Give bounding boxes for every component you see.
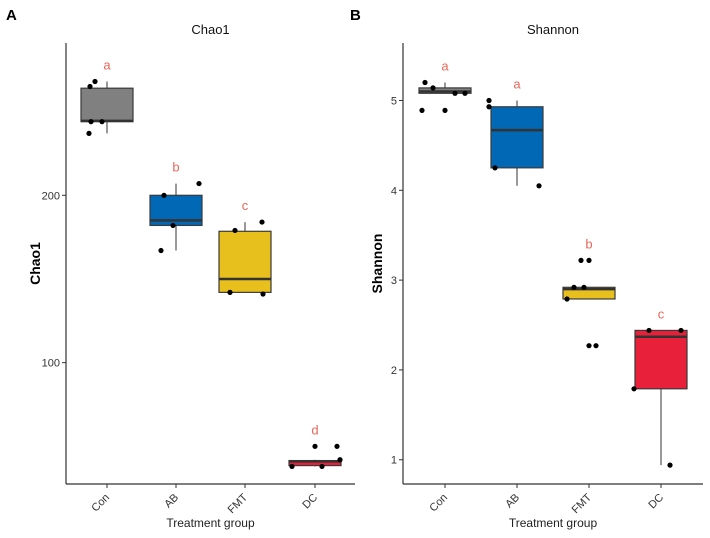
data-point: [337, 457, 343, 463]
y-tick-label: 1: [391, 455, 397, 467]
data-point: [586, 257, 592, 263]
significance-letter: a: [513, 76, 521, 91]
data-point: [87, 83, 93, 90]
x-tick-label: FMT: [570, 491, 595, 516]
data-point: [419, 107, 425, 113]
data-point: [227, 289, 233, 295]
significance-letter: c: [242, 198, 249, 213]
x-tick-label: DC: [300, 492, 320, 512]
data-point: [99, 119, 105, 125]
data-point: [312, 443, 318, 449]
data-point: [593, 343, 599, 349]
significance-letter: b: [585, 236, 592, 251]
data-point: [430, 85, 436, 91]
y-tick-label: 4: [391, 185, 397, 197]
chart-title: Shannon: [527, 22, 579, 37]
x-tick-label: Con: [427, 492, 450, 515]
panel-tag: B: [350, 7, 361, 24]
data-point: [161, 192, 167, 198]
box-dc: [634, 329, 688, 390]
y-tick-label: 3: [391, 275, 397, 287]
box-con: [80, 87, 134, 123]
significance-letter: b: [172, 160, 179, 175]
chart-title: Chao1: [191, 22, 229, 37]
data-point: [667, 462, 673, 468]
y-tick-label: 5: [391, 95, 397, 107]
data-point: [486, 104, 492, 110]
data-point: [678, 327, 684, 334]
panel-tag: A: [6, 7, 17, 24]
data-point: [631, 386, 637, 392]
data-point: [578, 257, 584, 263]
x-tick-label: AB: [162, 492, 181, 511]
data-point: [452, 90, 458, 96]
data-point: [260, 291, 266, 297]
y-tick-label: 200: [42, 190, 60, 202]
data-point: [158, 247, 164, 254]
data-point: [170, 222, 176, 229]
data-point: [571, 284, 577, 290]
significance-letter: a: [441, 59, 449, 74]
data-point: [319, 463, 325, 470]
y-axis-label: Chao1: [27, 242, 43, 285]
box-ab: [490, 106, 544, 169]
data-point: [646, 327, 652, 334]
box-fmt: [218, 230, 272, 293]
data-point: [581, 284, 587, 290]
data-point: [289, 463, 295, 470]
x-tick-label: FMT: [226, 491, 251, 516]
data-point: [564, 296, 570, 302]
data-point: [536, 183, 542, 189]
data-point: [492, 165, 498, 171]
data-point: [486, 97, 492, 104]
data-point: [422, 79, 428, 86]
data-point: [462, 90, 468, 96]
data-point: [334, 443, 340, 449]
x-tick-label: DC: [646, 492, 666, 512]
y-tick-label: 100: [42, 358, 60, 370]
y-tick-label: 2: [391, 365, 397, 377]
data-point: [88, 119, 94, 125]
x-tick-label: AB: [503, 492, 522, 511]
significance-letter: d: [311, 422, 318, 437]
significance-letter: c: [658, 306, 665, 321]
data-point: [232, 227, 238, 234]
data-point: [586, 343, 592, 349]
x-tick-label: Con: [89, 492, 112, 515]
data-point: [92, 78, 98, 85]
y-axis-label: Shannon: [369, 234, 385, 294]
data-point: [196, 180, 202, 187]
data-point: [259, 219, 265, 225]
significance-letter: a: [103, 57, 111, 72]
x-axis-label: Treatment group: [509, 516, 598, 530]
data-point: [442, 107, 448, 113]
data-point: [86, 130, 92, 136]
box-fmt: [562, 286, 616, 300]
x-axis-label: Treatment group: [166, 516, 255, 530]
